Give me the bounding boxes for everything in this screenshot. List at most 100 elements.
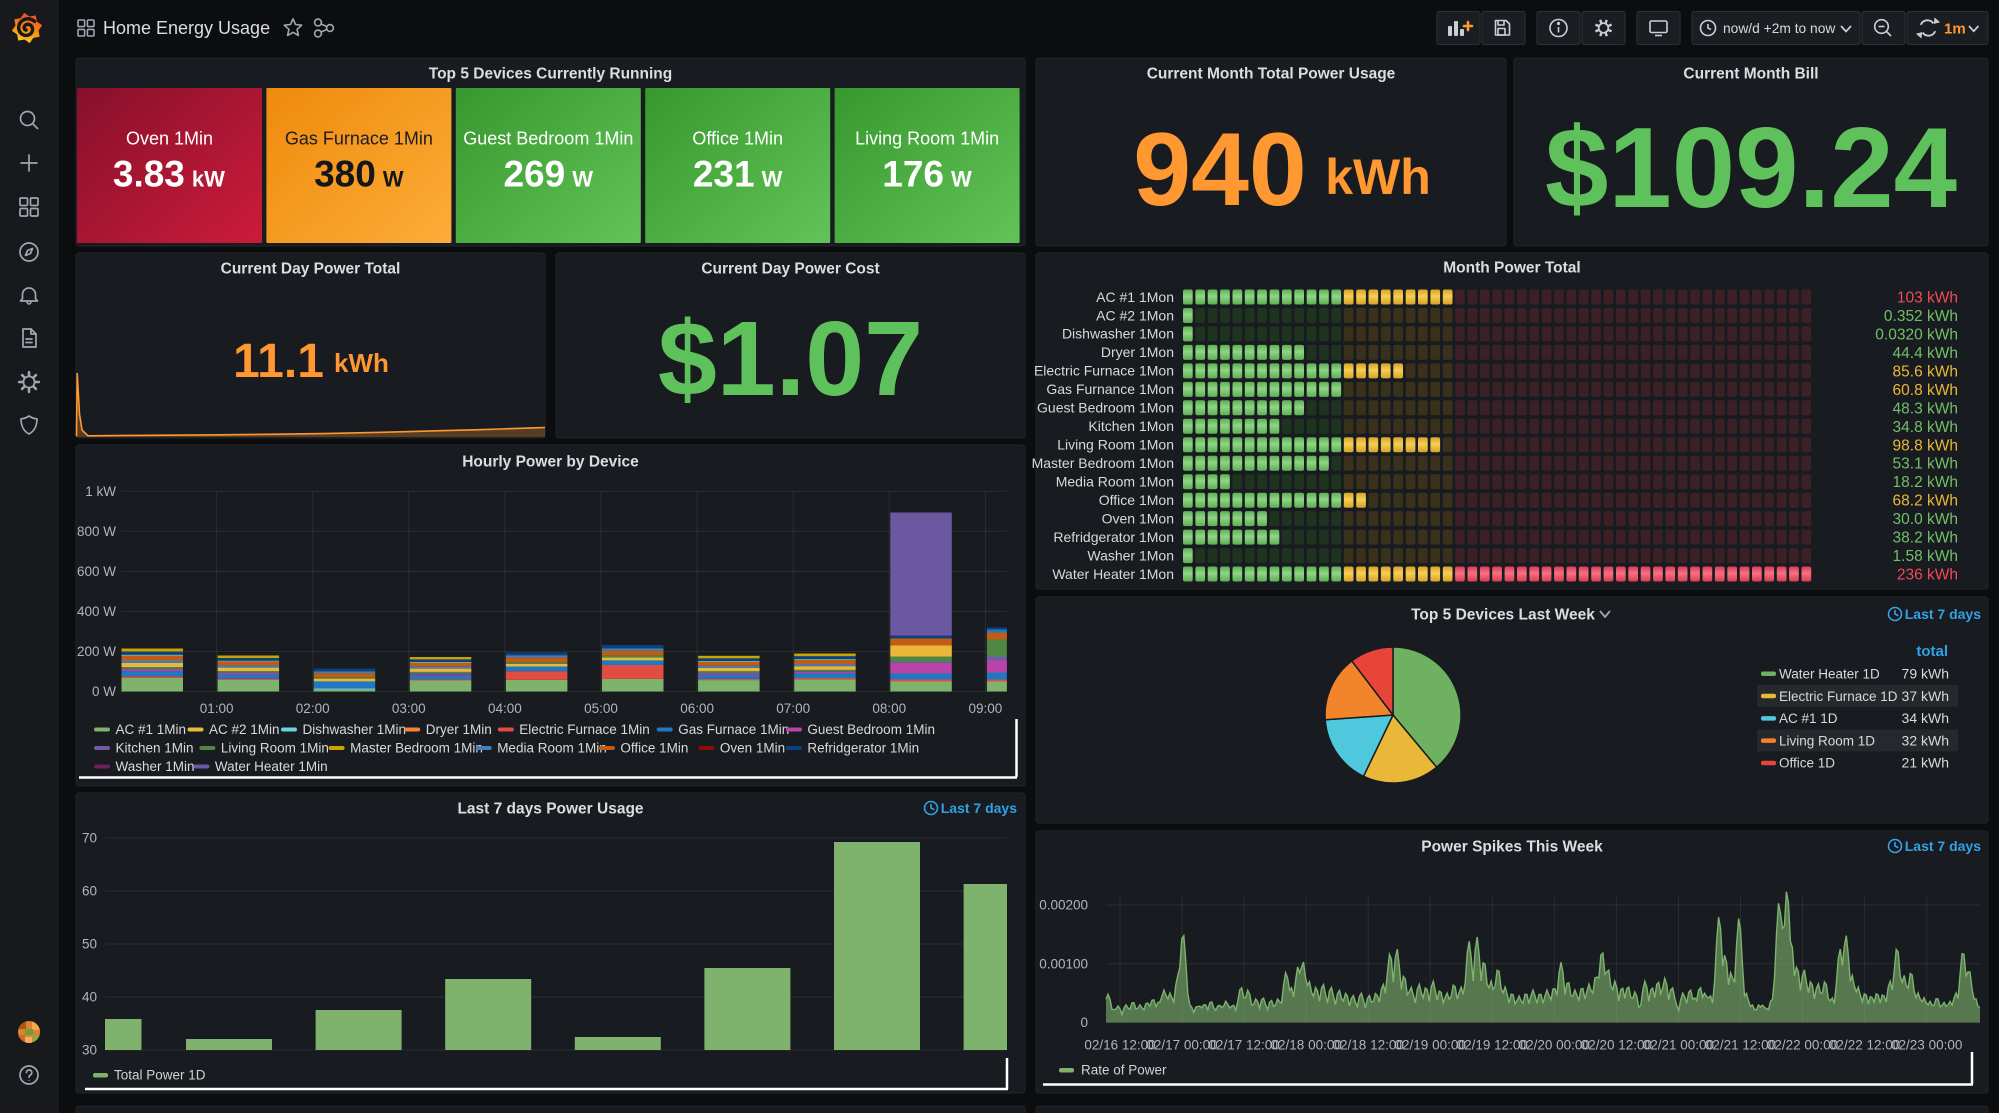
svg-text:11.1: 11.1 (233, 335, 324, 388)
svg-text:34 kWh: 34 kWh (1902, 710, 1949, 726)
svg-text:38.2 kWh: 38.2 kWh (1893, 530, 1958, 547)
svg-text:02/22 12:00: 02/22 12:00 (1829, 1038, 1900, 1053)
svg-text:02/22 00:00: 02/22 00:00 (1767, 1038, 1838, 1053)
svg-text:Gas Furnace 1Min: Gas Furnace 1Min (285, 128, 433, 148)
svg-text:Oven 1Mon: Oven 1Mon (1102, 510, 1174, 526)
svg-text:kW: kW (192, 167, 225, 192)
svg-text:Current Month Bill: Current Month Bill (1683, 65, 1818, 82)
svg-text:AC #2 1Min: AC #2 1Min (209, 722, 280, 737)
svg-text:Refridgerator 1Min: Refridgerator 1Min (807, 741, 919, 756)
svg-text:Last 7 days: Last 7 days (1905, 838, 1981, 854)
svg-text:85.6 kWh: 85.6 kWh (1893, 363, 1958, 380)
svg-text:02/19 00:00: 02/19 00:00 (1395, 1038, 1466, 1053)
svg-text:Hourly Power by Device: Hourly Power by Device (462, 453, 639, 470)
svg-text:Gas Furnance 1Mon: Gas Furnance 1Mon (1046, 381, 1174, 397)
svg-text:Living Room 1D: Living Room 1D (1779, 733, 1875, 748)
svg-text:Power Spikes This Week: Power Spikes This Week (1421, 838, 1603, 855)
svg-text:Oven 1Min: Oven 1Min (720, 741, 785, 756)
svg-text:60: 60 (82, 884, 97, 899)
svg-text:0.00200: 0.00200 (1039, 898, 1088, 913)
svg-text:08:00: 08:00 (872, 701, 906, 716)
svg-text:Refridgerator 1Mon: Refridgerator 1Mon (1053, 529, 1174, 545)
svg-text:Current Month Total Power Usag: Current Month Total Power Usage (1147, 65, 1396, 82)
svg-text:Kitchen 1Mon: Kitchen 1Mon (1088, 418, 1174, 434)
svg-text:Home Energy Usage: Home Energy Usage (103, 18, 270, 38)
svg-text:03:00: 03:00 (392, 701, 426, 716)
svg-text:07:00: 07:00 (776, 701, 810, 716)
svg-text:44.4 kWh: 44.4 kWh (1893, 345, 1958, 362)
svg-text:50: 50 (82, 937, 97, 952)
svg-text:Last 7 days: Last 7 days (941, 800, 1017, 816)
svg-text:0 W: 0 W (92, 684, 116, 699)
svg-text:68.2 kWh: 68.2 kWh (1893, 493, 1958, 510)
svg-text:Water Heater 1Min: Water Heater 1Min (215, 759, 328, 774)
svg-text:0: 0 (1080, 1015, 1088, 1030)
svg-text:Water Heater 1D: Water Heater 1D (1779, 667, 1880, 682)
svg-text:Electric Furnace 1Min: Electric Furnace 1Min (519, 722, 650, 737)
svg-text:18.2 kWh: 18.2 kWh (1893, 474, 1958, 491)
svg-text:$109.24: $109.24 (1545, 105, 1957, 232)
svg-text:380: 380 (314, 154, 376, 195)
svg-text:34.8 kWh: 34.8 kWh (1893, 419, 1958, 436)
svg-text:Total Power 1D: Total Power 1D (114, 1068, 206, 1083)
svg-text:Guest Bedroom 1Min: Guest Bedroom 1Min (807, 722, 935, 737)
svg-text:W: W (762, 167, 783, 192)
svg-text:236 kWh: 236 kWh (1897, 567, 1958, 584)
svg-text:800 W: 800 W (77, 524, 116, 539)
svg-text:total: total (1916, 643, 1948, 660)
svg-text:Office 1Mon: Office 1Mon (1099, 492, 1174, 508)
svg-text:Dishwasher 1Min: Dishwasher 1Min (303, 722, 407, 737)
svg-text:103 kWh: 103 kWh (1897, 290, 1958, 307)
svg-text:40: 40 (82, 990, 97, 1005)
svg-text:$1.07: $1.07 (658, 300, 923, 418)
svg-text:02/20 00:00: 02/20 00:00 (1519, 1038, 1590, 1053)
svg-text:Media Room 1Mon: Media Room 1Mon (1056, 474, 1174, 490)
svg-text:600 W: 600 W (77, 564, 116, 579)
svg-text:Top 5 Devices Currently Runnin: Top 5 Devices Currently Running (429, 65, 672, 82)
svg-text:05:00: 05:00 (584, 701, 618, 716)
svg-text:Dryer 1Mon: Dryer 1Mon (1101, 344, 1174, 360)
svg-text:0.0320 kWh: 0.0320 kWh (1875, 326, 1958, 343)
svg-text:940: 940 (1133, 112, 1307, 228)
svg-text:48.3 kWh: 48.3 kWh (1893, 400, 1958, 417)
svg-text:Washer 1Min: Washer 1Min (116, 759, 195, 774)
svg-text:Gas Furnace 1Min: Gas Furnace 1Min (678, 722, 789, 737)
svg-text:400 W: 400 W (77, 604, 116, 619)
svg-text:269: 269 (503, 154, 565, 195)
svg-text:Top 5 Devices Last Week: Top 5 Devices Last Week (1411, 606, 1595, 623)
svg-text:Electric Furnace 1D: Electric Furnace 1D (1779, 689, 1898, 704)
svg-text:32 kWh: 32 kWh (1902, 732, 1949, 748)
svg-text:Current Day Power Cost: Current Day Power Cost (701, 260, 879, 277)
svg-text:30.0 kWh: 30.0 kWh (1893, 511, 1958, 528)
svg-text:Office 1Min: Office 1Min (620, 741, 688, 756)
svg-text:231: 231 (693, 154, 755, 195)
svg-text:02/18 00:00: 02/18 00:00 (1271, 1038, 1342, 1053)
svg-text:Oven 1Min: Oven 1Min (126, 128, 213, 148)
svg-text:AC #1 1D: AC #1 1D (1779, 711, 1838, 726)
svg-text:Office 1Min: Office 1Min (692, 128, 783, 148)
svg-text:Water Heater 1Mon: Water Heater 1Mon (1052, 566, 1174, 582)
svg-text:Guest Bedroom 1Mon: Guest Bedroom 1Mon (1037, 400, 1174, 416)
svg-text:AC #2 1Mon: AC #2 1Mon (1096, 307, 1174, 323)
svg-text:30: 30 (82, 1043, 97, 1058)
svg-text:Dryer 1Min: Dryer 1Min (426, 722, 492, 737)
svg-text:3.83: 3.83 (113, 154, 185, 195)
svg-text:Living Room 1Min: Living Room 1Min (221, 741, 329, 756)
svg-text:02/20 12:00: 02/20 12:00 (1581, 1038, 1652, 1053)
svg-text:AC #1 1Mon: AC #1 1Mon (1096, 289, 1174, 305)
svg-text:02/17 12:00: 02/17 12:00 (1208, 1038, 1279, 1053)
svg-text:Rate of Power: Rate of Power (1081, 1063, 1167, 1078)
svg-text:02/21 00:00: 02/21 00:00 (1643, 1038, 1714, 1053)
svg-text:176: 176 (882, 154, 944, 195)
svg-text:W: W (572, 167, 593, 192)
svg-text:06:00: 06:00 (680, 701, 714, 716)
svg-text:Last 7 days: Last 7 days (1905, 606, 1981, 622)
svg-text:AC #1 1Min: AC #1 1Min (116, 722, 187, 737)
svg-text:Current Day Power Total: Current Day Power Total (221, 260, 401, 277)
svg-text:02:00: 02:00 (296, 701, 330, 716)
svg-text:Living Room 1Min: Living Room 1Min (855, 128, 999, 148)
svg-text:02/19 12:00: 02/19 12:00 (1457, 1038, 1528, 1053)
svg-text:09:00: 09:00 (969, 701, 1003, 716)
svg-text:Media Room 1Min: Media Room 1Min (497, 741, 607, 756)
svg-text:02/18 12:00: 02/18 12:00 (1333, 1038, 1404, 1053)
